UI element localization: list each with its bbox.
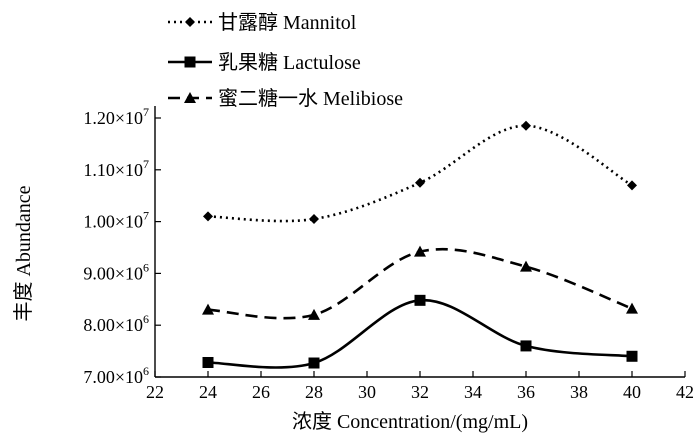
y-tick-label: 7.00×106: [83, 364, 149, 387]
data-point: [626, 302, 638, 314]
data-point: [308, 357, 320, 369]
legend-marker: [185, 17, 195, 27]
y-tick-label: 1.10×107: [83, 157, 149, 180]
y-axis-title: 丰度 Abundance: [12, 185, 35, 321]
data-point: [626, 350, 638, 362]
legend-label: 蜜二糖一水 Melibiose: [218, 87, 403, 110]
data-point: [520, 340, 532, 352]
legend-marker: [184, 92, 196, 103]
data-point: [521, 120, 531, 131]
series-layer: [202, 120, 638, 369]
legend-item-2: 乳果糖 Lactulose: [168, 51, 361, 74]
y-tick-label: 1.00×107: [83, 209, 149, 232]
series-line-2: [207, 299, 633, 369]
data-point: [520, 260, 532, 272]
legend: 甘露醇 Mannitol 乳果糖 Lactulose 蜜二糖一水 Melibiose: [168, 11, 403, 110]
x-tick-label: 40: [623, 382, 641, 402]
x-axis: 22 24 26 28 30 32 34 36 38 40 42: [146, 371, 694, 402]
series-line-3: [207, 247, 633, 320]
data-point: [203, 211, 213, 222]
series-2: [202, 294, 638, 369]
series-line-1: [207, 124, 633, 223]
data-point: [414, 294, 426, 306]
x-tick-label: 34: [464, 382, 482, 402]
legend-marker: [184, 56, 196, 68]
y-axis: 7.00×106 8.00×106 9.00×106 1.00×107 1.10×107…: [83, 105, 161, 387]
data-point: [309, 214, 319, 225]
data-point: [627, 180, 637, 191]
x-tick-label: 38: [570, 382, 588, 402]
series-1: [203, 120, 637, 225]
data-point: [415, 177, 425, 188]
x-tick-label: 30: [358, 382, 376, 402]
x-tick-label: 32: [411, 382, 429, 402]
legend-item-1: 甘露醇 Mannitol: [168, 11, 357, 34]
x-tick-label: 42: [676, 382, 694, 402]
legend-label: 乳果糖 Lactulose: [218, 51, 361, 74]
x-tick-label: 24: [199, 382, 217, 402]
x-axis-title: 浓度 Concentration/(mg/mL): [292, 410, 528, 433]
x-tick-label: 22: [146, 382, 164, 402]
legend-item-3: 蜜二糖一水 Melibiose: [168, 87, 403, 110]
y-tick-label: 9.00×106: [83, 260, 149, 283]
legend-label: 甘露醇 Mannitol: [218, 11, 357, 34]
x-tick-label: 36: [517, 382, 535, 402]
data-point: [414, 245, 426, 257]
data-point: [308, 308, 320, 320]
x-tick-label: 28: [305, 382, 323, 402]
series-3: [202, 245, 638, 320]
data-point: [202, 303, 214, 315]
x-tick-label: 26: [252, 382, 270, 402]
y-tick-label: 1.20×107: [83, 105, 149, 128]
y-tick-label: 8.00×106: [83, 312, 149, 335]
data-point: [202, 356, 214, 368]
